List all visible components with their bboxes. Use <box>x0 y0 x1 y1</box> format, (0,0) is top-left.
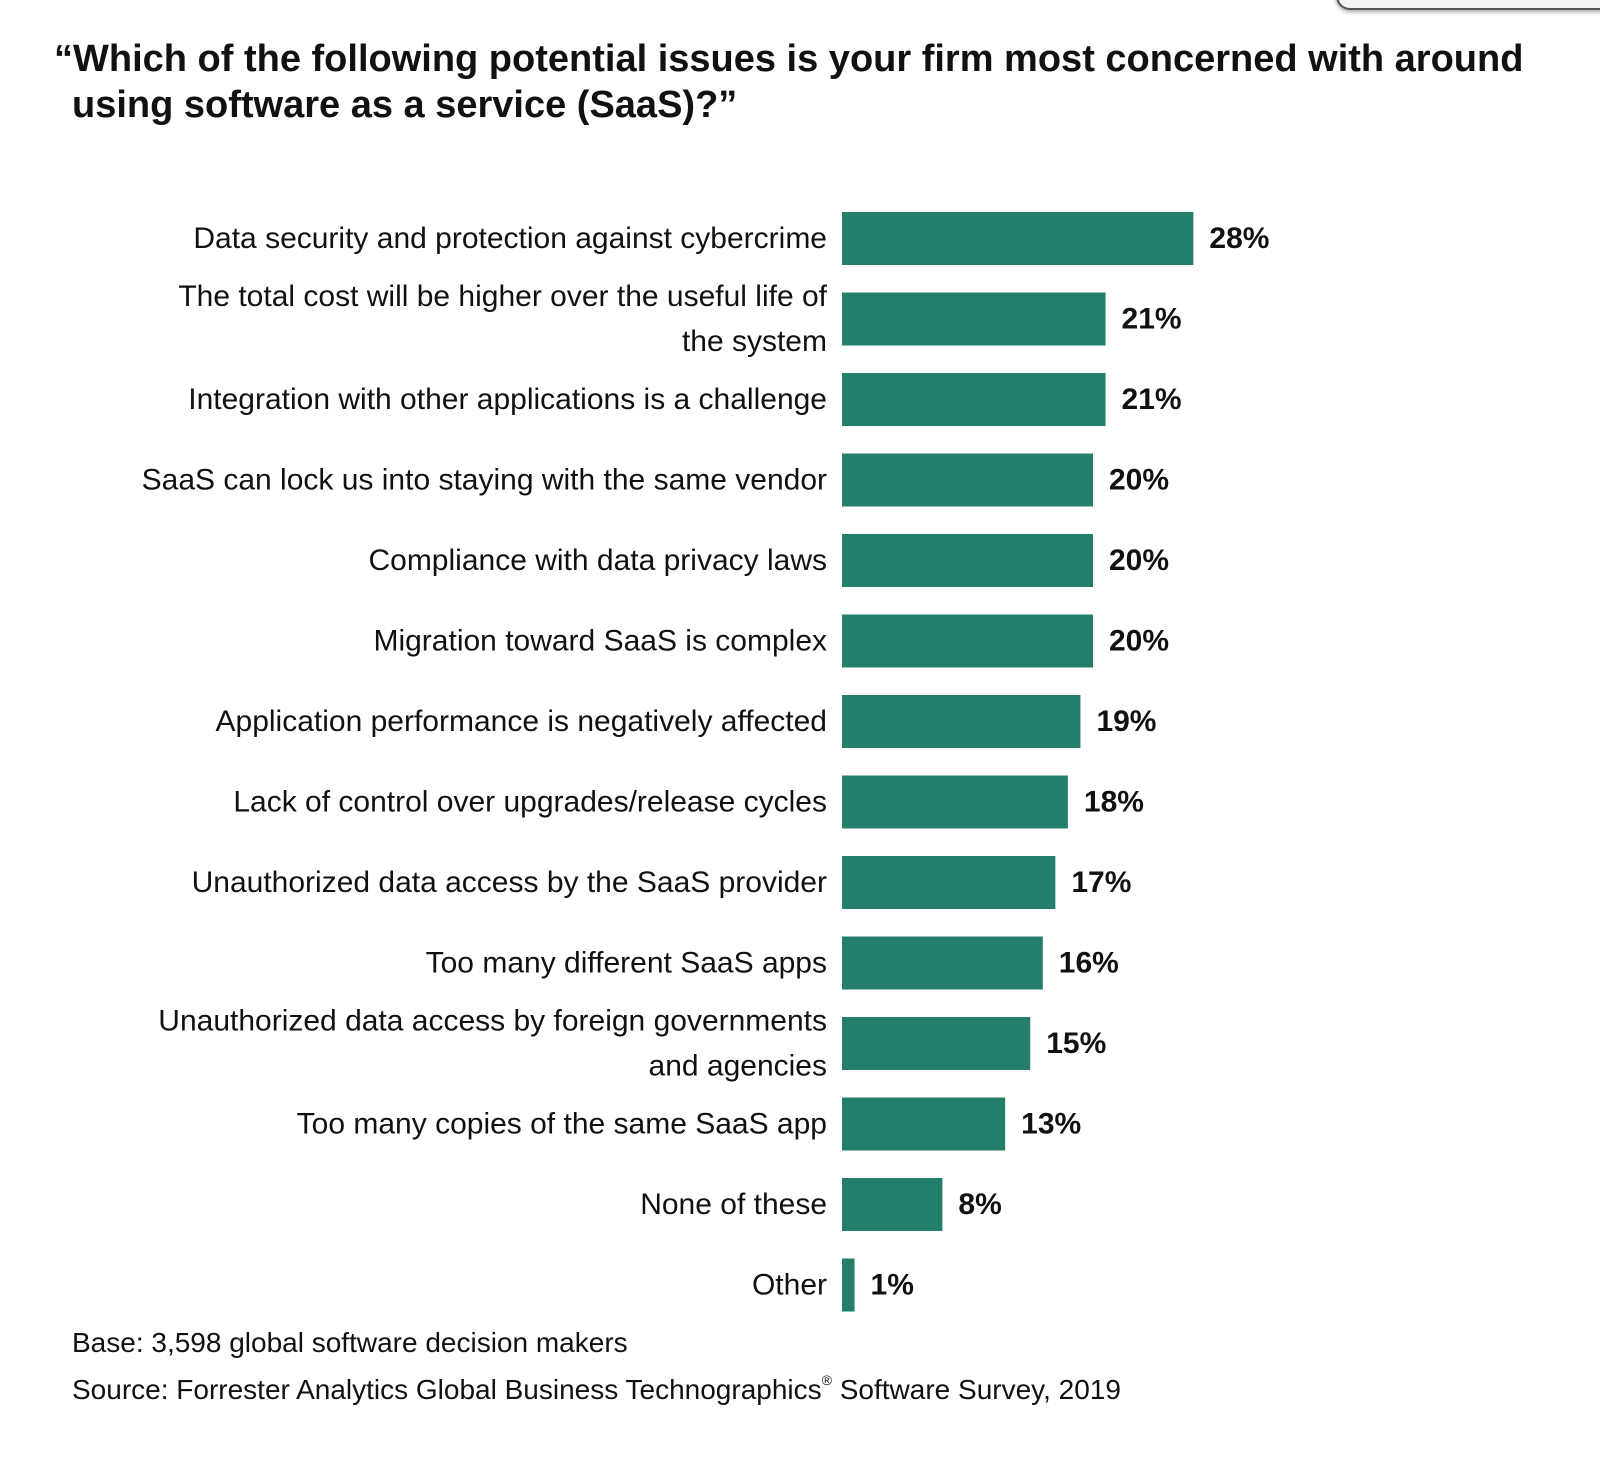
source-note: Source: Forrester Analytics Global Busin… <box>72 1373 1121 1407</box>
value-label: 20% <box>1109 464 1169 497</box>
bar <box>842 1017 1031 1070</box>
category-label: Lack of control over upgrades/release cy… <box>233 786 827 819</box>
bar <box>842 453 1093 507</box>
category-label: Compliance with data privacy laws <box>368 544 827 577</box>
value-label: 16% <box>1059 947 1119 980</box>
value-label: 18% <box>1084 786 1144 819</box>
category-label: Unauthorized data access by the SaaS pro… <box>192 866 827 899</box>
category-label: None of these <box>640 1188 827 1221</box>
value-label: 17% <box>1071 866 1131 899</box>
chart-title: “Which of the following potential issues… <box>54 38 1524 126</box>
bar <box>842 1097 1006 1151</box>
value-label: 28% <box>1209 222 1269 255</box>
base-note: Base: 3,598 global software decision mak… <box>72 1327 628 1358</box>
value-label: 15% <box>1046 1027 1106 1060</box>
bar <box>842 1258 855 1312</box>
category-label: Data security and protection against cyb… <box>193 222 827 255</box>
bar <box>842 534 1093 587</box>
value-label: 13% <box>1021 1108 1081 1141</box>
bar <box>842 373 1106 426</box>
category-label: Application performance is negatively af… <box>216 705 827 738</box>
bar <box>842 775 1068 829</box>
value-label: 21% <box>1122 303 1182 336</box>
bar <box>842 614 1093 668</box>
bar <box>842 292 1106 346</box>
category-label: and agencies <box>649 1050 827 1083</box>
category-label: Too many different SaaS apps <box>426 947 827 980</box>
value-label: 21% <box>1122 383 1182 416</box>
source-text-end: Software Survey, 2019 <box>831 1374 1121 1405</box>
bar <box>842 1178 943 1231</box>
value-label: 1% <box>871 1269 914 1302</box>
value-label: 20% <box>1109 625 1169 658</box>
category-label: Migration toward SaaS is complex <box>373 625 827 658</box>
bar <box>842 212 1194 265</box>
category-label: SaaS can lock us into staying with the s… <box>142 464 827 497</box>
bar <box>842 695 1081 748</box>
value-label: 19% <box>1096 705 1156 738</box>
registered-mark: ® <box>821 1372 832 1388</box>
value-label: 20% <box>1109 544 1169 577</box>
category-label: the system <box>682 325 827 358</box>
value-label: 8% <box>958 1188 1001 1221</box>
bar <box>842 936 1043 990</box>
bar <box>842 856 1056 909</box>
category-label: The total cost will be higher over the u… <box>178 280 827 313</box>
category-label: Unauthorized data access by foreign gove… <box>158 1005 827 1038</box>
category-label: Integration with other applications is a… <box>188 383 827 416</box>
category-label: Other <box>752 1269 827 1302</box>
category-label: Too many copies of the same SaaS app <box>297 1108 827 1141</box>
source-text: Source: Forrester Analytics Global Busin… <box>72 1374 822 1405</box>
